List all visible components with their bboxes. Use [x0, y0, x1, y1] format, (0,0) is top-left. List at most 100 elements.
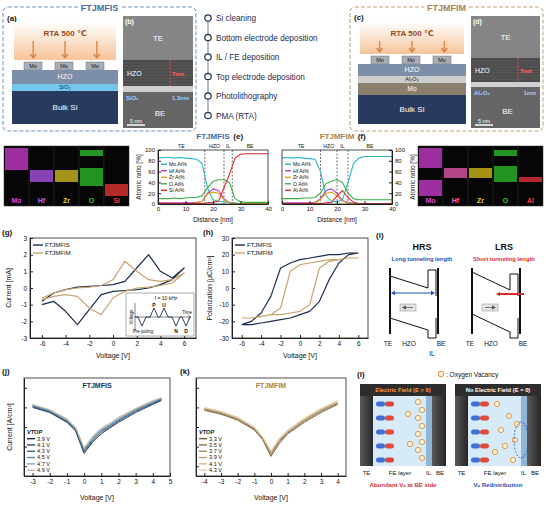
inset-axis-title: Time: [182, 310, 192, 315]
flow-step: Si cleaning: [216, 14, 257, 23]
region-label: HZO: [402, 340, 416, 347]
y-tick-mark: [389, 161, 392, 162]
x-tick-mark: [310, 201, 311, 204]
x-tick-mark: [288, 473, 289, 476]
series-line: [158, 180, 268, 203]
legend-swatch: [27, 444, 35, 445]
panel-label: (l): [357, 370, 365, 379]
x-tick-label: -2: [278, 340, 284, 347]
lattice-fringe: [123, 78, 193, 79]
y-tick: 40: [389, 180, 402, 186]
flow-line: [207, 18, 209, 116]
interlayer: [521, 396, 527, 466]
pund-inset: f = 10 kHzPUNDPre-polingVoltageTime: [126, 293, 194, 336]
legend-label: Al At%: [293, 187, 309, 193]
y-tick: 20: [389, 191, 402, 197]
y-tick-label: 80: [148, 158, 155, 164]
legend-swatch: [27, 457, 35, 458]
panel-label: (h): [203, 228, 214, 237]
layer: [12, 70, 118, 84]
y-tick-mark: [232, 321, 235, 322]
y-tick-label: 80: [395, 158, 402, 164]
layer-label: SiO₂: [126, 95, 139, 101]
y-tick: 0: [23, 285, 33, 292]
top-electrode: [86, 62, 104, 70]
state-note: Long tunneling length: [392, 256, 453, 262]
y-tick-mark: [232, 305, 235, 306]
x-tick: 6: [357, 335, 361, 347]
y-tick: [196, 407, 199, 408]
chart: -6-4-20246-3-2-10123Voltage [V]Current […: [2, 228, 197, 360]
y-tick-label: 10: [222, 268, 230, 275]
oxygen-vacancy: [419, 423, 424, 428]
flow-dot: [205, 93, 211, 99]
device-panel: Electric Field (E > 0)TEFE layerILBEAbun…: [360, 384, 446, 488]
y-tick-label: 60: [395, 169, 402, 175]
layer-label: TE: [500, 33, 510, 42]
plot-frame: [282, 150, 392, 204]
x-tick-label: -6: [39, 340, 45, 347]
top-electrode: [371, 56, 389, 64]
anneal-glow: [14, 22, 116, 60]
x-tick: -4: [259, 335, 265, 347]
layer-label: Mo: [407, 85, 416, 92]
y-tick-label: 0: [225, 285, 229, 292]
eds-label: O: [89, 197, 95, 204]
dipole-pos: [480, 430, 489, 435]
layer-label: TE: [363, 470, 371, 476]
layer-label: Mo: [91, 63, 99, 69]
y-tick-label: -10: [220, 301, 230, 308]
oxygen-vacancy: [502, 443, 507, 448]
eds-label: Si: [113, 197, 120, 204]
y-tick-label: 20: [148, 191, 155, 197]
legend-label: 4.1 V: [209, 461, 222, 467]
x-tick-mark: [113, 335, 114, 338]
x-tick-label: 2: [135, 340, 139, 347]
dipole-neg: [471, 444, 480, 449]
text-background: [424, 2, 469, 14]
figure: FTJMFISFTJMFIM(a)RTA 500 ℃MoMoMoHZOSiO₂B…: [0, 0, 546, 507]
x-tick-label: 30: [238, 206, 245, 212]
x-tick-mark: [358, 335, 359, 338]
x-tick-label: -2: [235, 478, 241, 485]
arrow-head: [402, 305, 406, 309]
x-tick-label: 0: [83, 478, 87, 485]
y-tick-label: 40: [148, 180, 155, 186]
legend-label: Si At%: [169, 187, 185, 193]
fe-layer: [373, 396, 426, 466]
x-tick-label: -6: [239, 340, 245, 347]
y-tick-mark: [158, 172, 161, 173]
x-tick-mark: [204, 473, 205, 476]
pulse-label: N: [174, 328, 178, 334]
arrow-head: [391, 291, 395, 295]
y-tick-label: 3: [23, 235, 27, 242]
x-tick-mark: [242, 335, 243, 338]
y-tick-label: 60: [148, 169, 155, 175]
region-boundary: [348, 150, 349, 204]
conduction-band: [472, 272, 518, 296]
x-tick: -1: [65, 473, 71, 485]
legend-swatch: [27, 469, 35, 470]
y-tick-mark: [196, 466, 199, 467]
region-label: IL: [340, 143, 344, 149]
x-tick-label: 40: [265, 206, 272, 212]
x-tick: -4: [202, 473, 208, 485]
y-tick: 20: [222, 251, 235, 258]
x-tick-label: 0: [270, 478, 274, 485]
x-axis-title: Voltage [V]: [96, 352, 130, 360]
layer-label: HZO: [475, 67, 490, 74]
x-tick-label: 5: [169, 478, 173, 485]
series-line: [33, 401, 162, 454]
plot-frame: [30, 238, 196, 338]
top-electrode: [360, 396, 373, 466]
chart: TEHZOILBE010203040020406080100Distance […: [281, 132, 417, 224]
x-tick: 30: [238, 201, 245, 212]
inset-axis-title: Voltage: [129, 309, 134, 325]
layer: [12, 91, 118, 124]
layer-label: HZO: [405, 66, 420, 73]
y-tick: 0: [225, 285, 235, 292]
y-tick: [24, 466, 27, 467]
y-tick: 100: [389, 147, 406, 153]
x-tick-label: -1: [252, 478, 258, 485]
legend-label: 4.3 V: [209, 467, 222, 473]
